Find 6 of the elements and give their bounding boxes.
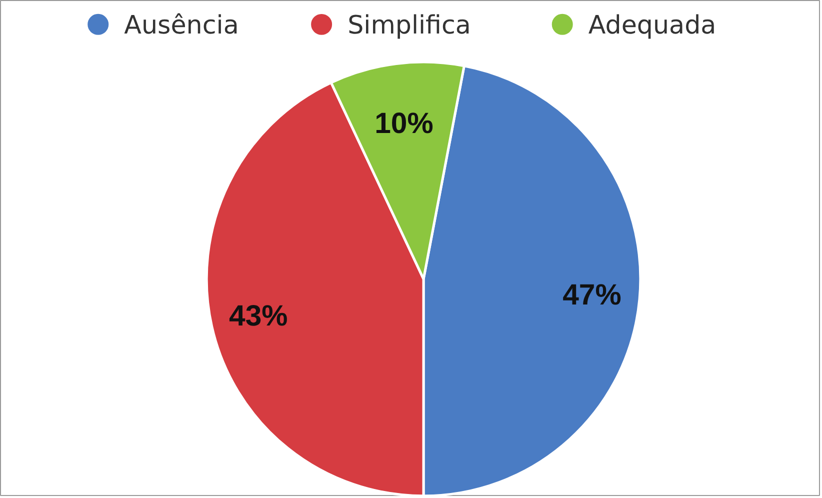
data-label: 10%	[374, 107, 434, 140]
data-label: 47%	[562, 278, 622, 312]
data-label: 43%	[229, 299, 288, 332]
legend-label: Ausência	[124, 9, 239, 40]
legend-label: Adequada	[588, 9, 716, 40]
legend-label: Simplifica	[348, 9, 471, 40]
